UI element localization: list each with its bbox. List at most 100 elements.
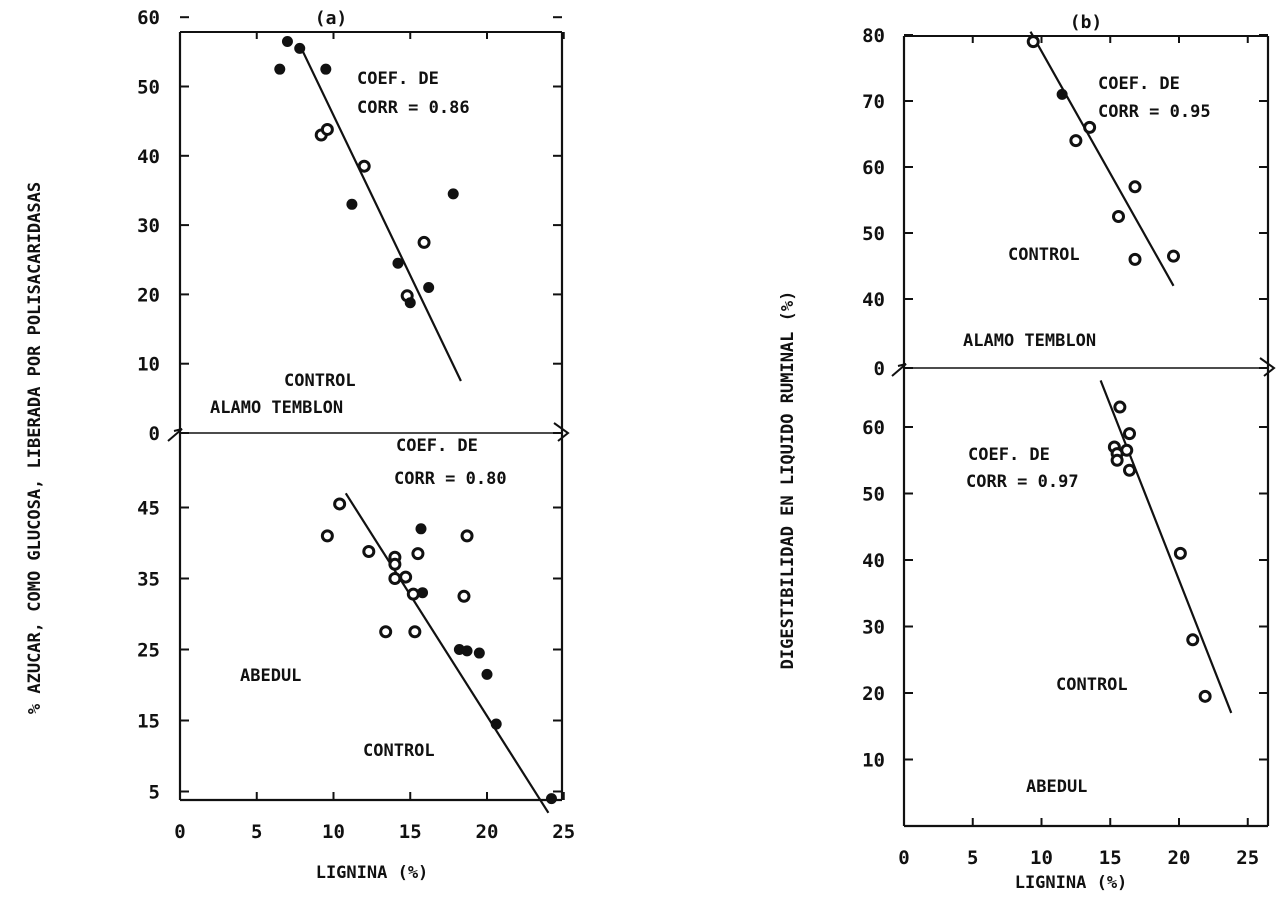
a-x-tick-label: 25 <box>552 821 575 843</box>
panel-b-frame <box>891 35 1276 828</box>
a-x-tick-label: 20 <box>476 821 499 843</box>
b-x-tick-label: 0 <box>898 847 909 869</box>
b-top-data-point <box>1056 88 1068 100</box>
panel-a-bottom-species-label: ABEDUL <box>240 666 301 686</box>
b-top-data-point <box>1128 252 1142 266</box>
a-x-tick-label: 0 <box>174 821 185 843</box>
b-bot-y-tick-label: 0 <box>874 358 885 380</box>
a-bot-data-point <box>545 793 557 805</box>
panel-a-x-ticks: 0 5 10 15 20 25 <box>174 32 575 843</box>
a-top-data-point <box>417 235 431 249</box>
b-bot-y-tick-label: 10 <box>862 750 885 772</box>
a-bot-data-point <box>406 587 420 601</box>
a-top-y-tick-label: 40 <box>137 146 160 168</box>
a-x-tick-label: 15 <box>399 821 422 843</box>
panel-a-bottom-coef-label: COEF. DE <box>396 436 478 456</box>
b-bot-y-tick-label: 20 <box>862 683 885 705</box>
b-bot-data-point <box>1123 463 1136 477</box>
a-bot-data-point <box>415 523 427 535</box>
b-x-tick-label: 20 <box>1168 847 1191 869</box>
panel-a-top-corr-label: CORR = 0.86 <box>357 98 470 118</box>
b-bot-y-tick-label: 60 <box>862 417 885 439</box>
b-x-tick-label: 5 <box>967 847 978 869</box>
a-x-tick-label: 10 <box>322 821 345 843</box>
b-top-data-point <box>1069 134 1083 148</box>
b-bot-data-point <box>1110 453 1124 467</box>
panel-a-x-axis-label: LIGNINA (%) <box>316 863 429 883</box>
panel-b-bottom-corr-label: CORR = 0.97 <box>966 472 1079 492</box>
b-x-tick-label: 10 <box>1030 847 1053 869</box>
a-bot-data-point <box>379 625 393 639</box>
a-bot-data-point <box>333 497 347 511</box>
a-bot-y-tick-label: 25 <box>137 640 160 662</box>
panel-a-top-coef-label: COEF. DE <box>357 69 439 89</box>
panel-a-y-axis-label: % AZUCAR, COMO GLUCOSA, LIBERADA POR POL… <box>25 182 45 714</box>
panel-b: (b) DIGESTIBILIDAD EN LIQUIDO RUMINAL (%… <box>778 12 1276 893</box>
panel-b-bottom-species-label: ABEDUL <box>1026 777 1087 797</box>
panel-a-bottom-control-label: CONTROL <box>363 741 435 761</box>
b-bot-y-tick-label: 50 <box>862 484 885 506</box>
a-top-data-point <box>392 257 404 269</box>
panel-a-bottom-plot: 45 35 25 15 5 <box>137 492 562 814</box>
a-bot-regression-line <box>344 492 550 814</box>
a-bot-data-point <box>417 587 429 599</box>
a-x-tick-label: 5 <box>251 821 262 843</box>
b-bot-data-point <box>1120 443 1134 457</box>
panel-b-top-plot: 80 70 60 50 40 <box>862 25 1268 311</box>
a-top-data-point <box>346 198 358 210</box>
a-right-break-mark <box>553 422 570 442</box>
panel-b-x-axis-label: LIGNINA (%) <box>1015 873 1128 893</box>
panel-a-label: (a) <box>315 8 348 29</box>
a-top-data-point <box>404 297 416 309</box>
b-bot-y-tick-label: 40 <box>862 550 885 572</box>
panel-b-label: (b) <box>1070 12 1103 33</box>
a-top-data-point <box>320 122 334 136</box>
b-top-y-tick-label: 40 <box>862 289 885 311</box>
b-x-tick-label: 15 <box>1099 847 1122 869</box>
a-bot-data-point <box>460 529 474 543</box>
panel-a-top-plot: 60 50 40 30 20 10 0 <box>137 7 562 445</box>
a-bot-data-point <box>362 545 376 559</box>
panel-b-top-species-label: ALAMO TEMBLON <box>963 331 1096 351</box>
a-bot-data-point <box>411 547 425 561</box>
a-top-regression-line <box>298 44 462 382</box>
panel-b-y-axis-label: DIGESTIBILIDAD EN LIQUIDO RUMINAL (%) <box>778 291 798 670</box>
a-top-data-point <box>294 42 306 54</box>
panel-b-x-ticks: 0 5 10 15 20 25 <box>898 36 1259 869</box>
b-top-regression-line <box>1029 31 1175 287</box>
a-top-y-tick-label: 10 <box>137 354 160 376</box>
a-bot-data-point <box>490 718 502 730</box>
b-bot-data-point <box>1123 427 1136 441</box>
panel-b-top-coef-label: COEF. DE <box>1098 74 1180 94</box>
b-top-y-tick-label: 70 <box>862 91 885 113</box>
b-top-y-tick-label: 50 <box>862 223 885 245</box>
a-top-data-point <box>274 63 286 75</box>
panel-b-top-control-label: CONTROL <box>1008 245 1080 265</box>
a-top-data-point <box>357 159 371 173</box>
b-bot-regression-line <box>1099 380 1233 714</box>
a-top-y-tick-label: 50 <box>137 77 160 99</box>
b-top-y-tick-label: 60 <box>862 157 885 179</box>
b-bot-data-point <box>1113 400 1127 414</box>
a-top-y-tick-label: 30 <box>137 215 160 237</box>
panel-a: (a) % AZUCAR, COMO GLUCOSA, LIBERADA POR… <box>25 7 575 883</box>
b-left-break-mark <box>891 363 907 377</box>
a-top-y-tick-label: 0 <box>149 423 160 445</box>
a-bot-data-point <box>461 645 473 657</box>
b-top-data-point <box>1167 249 1180 263</box>
b-bot-data-point <box>1173 546 1187 560</box>
panel-b-bottom-coef-label: COEF. DE <box>968 445 1050 465</box>
a-bot-data-point <box>408 625 422 639</box>
a-left-break-mark <box>167 428 183 442</box>
panel-a-top-control-label: CONTROL <box>284 371 356 391</box>
a-top-data-point <box>281 35 293 47</box>
a-bot-data-point <box>399 570 413 584</box>
a-bot-data-point <box>481 668 493 680</box>
a-bot-y-tick-label: 45 <box>137 498 160 520</box>
panel-b-bottom-control-label: CONTROL <box>1056 675 1128 695</box>
a-bot-y-tick-label: 15 <box>137 711 160 733</box>
a-bot-data-point <box>388 557 402 571</box>
b-right-break-mark <box>1259 357 1276 377</box>
a-bot-data-point <box>320 529 334 543</box>
